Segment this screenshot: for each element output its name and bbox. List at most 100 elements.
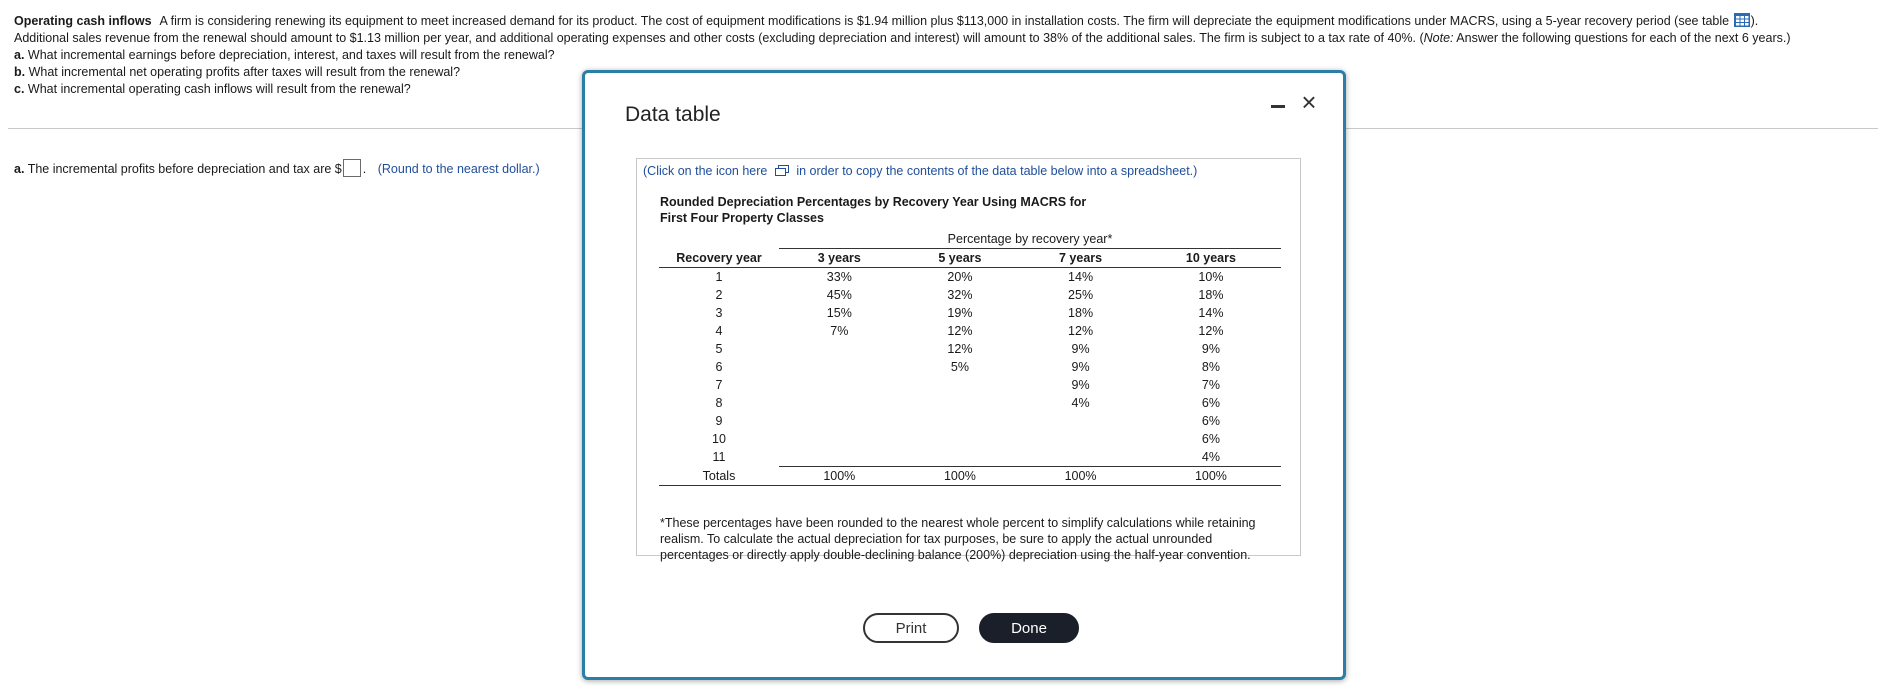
table-row: 2 45% 32% 25% 18% [659, 286, 1281, 304]
table-row: 9 6% [659, 412, 1281, 430]
table-cell [779, 412, 900, 430]
table-cell: 4 [715, 324, 723, 338]
copy-note-start: (Click on the icon here [643, 164, 768, 178]
minimize-icon[interactable] [1271, 99, 1285, 113]
table-row: 7 9% 7% [659, 376, 1281, 394]
table-row: 5 12% 9% 9% [659, 340, 1281, 358]
header-5-years: 5 years [899, 248, 1021, 268]
problem-title: Operating cash inflows [14, 14, 152, 28]
table-cell: 32% [947, 288, 973, 302]
table-cell [900, 448, 1021, 467]
totals-10-years: 100% [1140, 466, 1281, 486]
problem-text-1-end: ). [1750, 14, 1759, 28]
answer-a-period: . [362, 162, 367, 176]
table-cell: 9% [1071, 342, 1090, 356]
question-c-text: What incremental operating cash inflows … [27, 82, 411, 96]
problem-line-1: Operating cash inflows A firm is consider… [14, 13, 1868, 30]
question-c-label: c. [14, 82, 25, 96]
question-b-text: What incremental net operating profits a… [28, 65, 461, 79]
table-cell: 10% [1198, 270, 1224, 284]
table-cell: 15% [826, 306, 852, 320]
done-button[interactable]: Done [979, 613, 1079, 643]
answer-a-input[interactable] [342, 159, 361, 177]
macrs-table: Percentage by recovery year* Recovery ye… [659, 230, 1281, 486]
question-b-label: b. [14, 65, 26, 79]
table-header-row: Recovery year 3 years 5 years 7 years 10… [659, 248, 1281, 268]
table-cell: 6% [1201, 396, 1220, 410]
problem-statement: Operating cash inflows A firm is consider… [14, 13, 1868, 98]
rounding-hint: (Round to the nearest dollar.) [377, 162, 540, 176]
table-cell: 18% [1198, 288, 1224, 302]
close-icon[interactable]: × [1301, 87, 1317, 117]
table-row: 1 33% 20% 14% 10% [659, 268, 1281, 287]
table-cell: 2 [715, 288, 723, 302]
problem-line-2: Additional sales revenue from the renewa… [14, 30, 1868, 47]
table-cell: 9 [715, 414, 723, 428]
table-cell [1020, 412, 1141, 430]
table-cell [779, 358, 900, 376]
table-cell: 8 [715, 396, 723, 410]
table-cell: 25% [1068, 288, 1094, 302]
table-cell [1020, 448, 1141, 467]
problem-text-2-end: Answer the following questions for each … [1453, 31, 1791, 45]
table-cell: 1 [715, 270, 723, 284]
problem-text-2: Additional sales revenue from the renewa… [14, 31, 1424, 45]
table-row: 8 4% 6% [659, 394, 1281, 412]
table-cell: 7 [715, 378, 723, 392]
table-cell: 10 [712, 432, 726, 446]
answer-a-label: a. [14, 162, 25, 176]
table-cell: 6% [1201, 414, 1220, 428]
table-cell: 19% [947, 306, 973, 320]
table-cell: 11 [712, 450, 726, 465]
copy-note: (Click on the icon here in order to copy… [643, 164, 1197, 178]
table-row: 10 6% [659, 430, 1281, 448]
table-cell: 33% [826, 270, 852, 284]
question-c: c. What incremental operating cash inflo… [14, 81, 1868, 98]
table-cell [779, 394, 900, 412]
header-recovery-year: Recovery year [659, 248, 779, 268]
table-cell: 45% [826, 288, 852, 302]
table-cell: 5% [950, 360, 969, 374]
totals-label: Totals [659, 466, 779, 486]
answer-a: a. The incremental profits before deprec… [14, 159, 540, 177]
print-button[interactable]: Print [863, 613, 959, 643]
table-row: 6 5% 9% 8% [659, 358, 1281, 376]
group-header: Percentage by recovery year* [779, 230, 1281, 249]
table-cell: 14% [1068, 270, 1094, 284]
table-title: Rounded Depreciation Percentages by Reco… [660, 194, 1120, 226]
table-cell: 18% [1068, 306, 1094, 320]
table-footnote: *These percentages have been rounded to … [660, 516, 1256, 562]
totals-5-years: 100% [899, 466, 1021, 486]
table-cell: 9% [1071, 360, 1090, 374]
table-title-line-1: Rounded Depreciation Percentages by Reco… [660, 195, 1087, 209]
question-a-label: a. [14, 48, 25, 62]
table-cell: 6 [715, 360, 723, 374]
table-cell [779, 448, 900, 467]
table-cell: 12% [1068, 324, 1094, 338]
table-cell: 6% [1201, 432, 1220, 446]
table-cell: 14% [1198, 306, 1224, 320]
header-3-years: 3 years [779, 248, 900, 268]
table-cell: 9% [1071, 378, 1090, 392]
table-body: 1 33% 20% 14% 10% 2 45% 32% 25% 18% 3 15% 19% 18% 14% 4… [659, 268, 1281, 467]
copy-note-end: in order to copy the contents of the dat… [796, 164, 1198, 178]
question-a: a. What incremental earnings before depr… [14, 47, 1868, 64]
data-table-icon[interactable] [1733, 13, 1750, 27]
table-cell: 12% [947, 324, 973, 338]
table-cell [779, 340, 900, 358]
table-cell: 9% [1201, 342, 1220, 356]
question-a-text: What incremental earnings before depreci… [27, 48, 555, 62]
dialog-title: Data table [625, 103, 721, 126]
table-cell: 7% [1201, 378, 1220, 392]
table-cell: 7% [830, 324, 849, 338]
header-10-years: 10 years [1140, 248, 1281, 268]
table-cell [900, 376, 1021, 394]
copy-to-spreadsheet-icon[interactable] [774, 165, 789, 176]
table-cell: 8% [1201, 360, 1220, 374]
table-cell [779, 376, 900, 394]
data-table-dialog: Data table × (Click on the icon here in … [582, 70, 1346, 680]
table-cell: 4% [1201, 450, 1220, 464]
table-row: 4 7% 12% 12% 12% [659, 322, 1281, 340]
question-b: b. What incremental net operating profit… [14, 64, 1868, 81]
table-cell: 3 [715, 306, 723, 320]
